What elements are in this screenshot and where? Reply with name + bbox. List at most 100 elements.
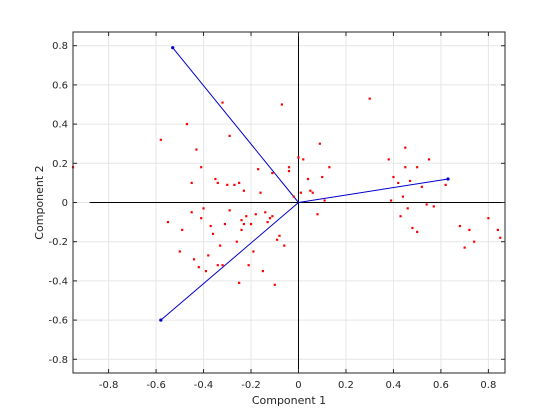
score-point [252,250,255,253]
score-point [204,269,208,273]
loading-vector-line [160,202,299,321]
x-axis-label: Component 1 [252,394,326,407]
score-point [399,215,402,218]
score-point [387,158,390,161]
score-point [240,228,243,232]
loading-vector-tip [171,46,175,50]
score-point [261,269,264,273]
score-point [306,177,310,181]
score-point [221,101,224,104]
score-point [271,215,274,218]
score-point [185,123,189,126]
score-point [235,240,238,243]
score-point [223,222,227,226]
score-point [404,146,407,149]
score-point [297,156,300,159]
score-point [242,189,246,192]
score-point [226,183,229,186]
score-point [192,258,196,261]
score-point [309,189,312,192]
score-point [214,177,217,181]
score-point [207,254,210,257]
score-point [425,203,428,206]
x-tick-label: 0.2 [338,380,354,391]
score-point [499,236,502,239]
plot-area [71,31,506,374]
y-tick-label: 0.8 [52,41,68,52]
score-point [318,142,321,145]
score-point [200,166,203,169]
score-point [219,244,222,247]
score-point [444,183,447,186]
score-point [268,217,272,220]
score-point [202,207,205,210]
score-point [416,166,419,169]
score-point [427,158,431,161]
score-point [280,103,283,106]
score-point [302,158,305,161]
score-point [238,281,241,284]
score-point [233,183,236,186]
score-point [458,224,462,228]
y-tick-label: 0.6 [52,80,68,91]
score-points [71,97,502,286]
score-point [245,215,248,218]
score-point [181,228,184,232]
score-point [221,264,224,267]
score-point [406,207,409,210]
score-point [200,217,203,220]
y-tick-label: -0.8 [48,355,68,366]
x-tick-label: 0.8 [480,380,496,391]
score-point [259,191,262,194]
y-tick-label: -0.4 [48,276,68,287]
y-axis-ticks: -0.8 -0.6 -0.4 -0.2 0 0.2 0.4 0.6 0.8 [48,41,505,366]
y-tick-label: -0.2 [48,237,68,248]
score-point [211,232,215,235]
score-point [257,168,260,171]
score-point [159,138,162,141]
score-point [368,97,371,100]
score-point [276,238,279,241]
score-point [416,230,419,233]
score-point [401,195,405,198]
y-axis-label: Component 2 [33,165,46,239]
score-point [420,185,424,188]
score-point [392,175,395,179]
score-point [299,191,302,194]
x-tick-label: 0.6 [433,380,449,391]
score-point [190,211,193,214]
score-point [432,205,435,208]
score-point [209,224,212,228]
score-point [328,166,331,169]
score-point [216,264,219,267]
y-tick-label: 0.2 [52,159,68,170]
score-point [389,199,393,202]
x-tick-label: -0.6 [146,380,166,391]
score-point [273,283,276,286]
score-point [463,246,466,249]
x-tick-label: 0 [295,380,301,391]
loading-vector-tip [446,177,450,181]
score-point [266,220,269,224]
x-axis-ticks: -0.8 -0.6 -0.4 -0.2 0 0.2 0.4 0.6 0.8 [99,32,496,391]
x-tick-label: 0.4 [385,380,401,391]
score-point [240,219,243,222]
score-point [397,181,400,185]
score-point [190,181,193,185]
score-point [238,181,241,185]
score-point [166,220,170,224]
score-point [287,170,291,173]
score-point [496,228,499,232]
score-point [254,213,257,216]
score-point [473,240,476,243]
score-point [283,244,286,247]
score-point [178,250,181,253]
score-point [468,228,471,232]
y-tick-label: -0.6 [48,316,68,327]
score-point [197,266,200,269]
score-point [323,199,326,202]
score-point [311,191,314,194]
score-point [247,264,250,267]
score-point [316,213,319,216]
